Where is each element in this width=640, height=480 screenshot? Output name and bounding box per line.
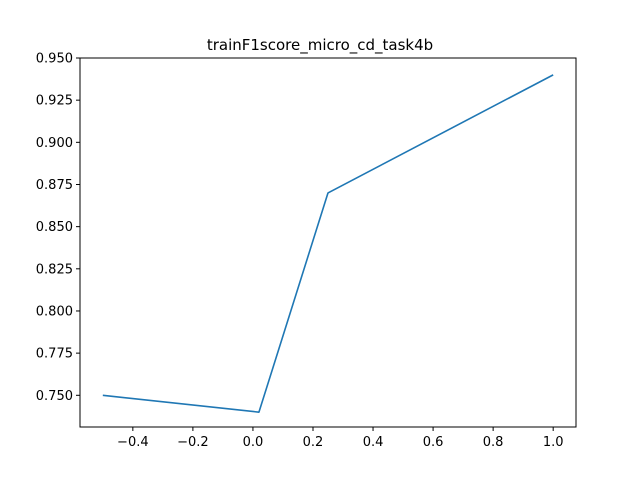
y-tick-label: 0.850 xyxy=(36,220,73,235)
y-tick-label: 0.900 xyxy=(36,136,73,151)
y-tick-label: 0.825 xyxy=(36,262,73,277)
x-tick-label: −0.4 xyxy=(117,435,149,450)
series-layer xyxy=(102,74,554,413)
x-axis: −0.4 −0.2 0.0 0.2 0.4 0.6 0.8 1.0 xyxy=(117,427,564,450)
chart-title: trainF1score_micro_cd_task4b xyxy=(207,36,433,55)
y-tick-label: 0.750 xyxy=(36,389,73,404)
x-tick-label: 0.0 xyxy=(243,435,264,450)
y-tick-label: 0.800 xyxy=(36,304,73,319)
y-tick-label: 0.950 xyxy=(36,52,73,67)
x-tick-label: 0.2 xyxy=(303,435,324,450)
y-tick-label: 0.775 xyxy=(36,347,73,362)
x-tick-label: −0.2 xyxy=(177,435,209,450)
x-tick-label: 0.4 xyxy=(363,435,384,450)
y-axis: 0.750 0.775 0.800 0.825 0.850 0.875 0.900 0.925… xyxy=(36,52,80,404)
y-tick-label: 0.875 xyxy=(36,178,73,193)
plot-area xyxy=(79,57,577,428)
x-tick-label: 0.8 xyxy=(483,435,504,450)
x-tick-label: 0.6 xyxy=(423,435,444,450)
x-tick-label: 1.0 xyxy=(543,435,564,450)
series-line-0 xyxy=(102,74,554,413)
y-tick-label: 0.925 xyxy=(36,94,73,109)
